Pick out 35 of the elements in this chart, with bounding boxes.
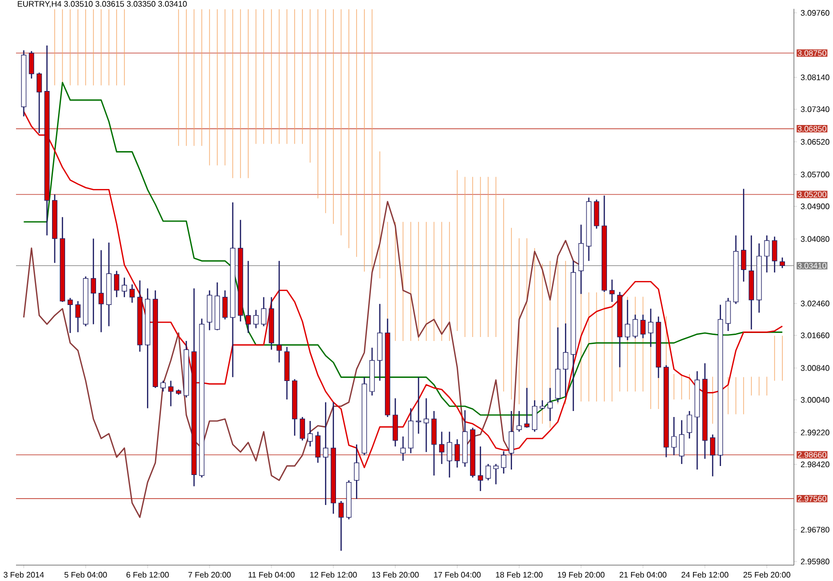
x-tick-label: 25 Feb 20:00 [743, 572, 790, 578]
y-tick-label: 2.98420 [800, 462, 830, 468]
y-tick-label: 2.99220 [800, 430, 830, 436]
x-tick-label: 24 Feb 12:00 [682, 572, 728, 578]
x-tick-label: 5 Feb 04:00 [64, 572, 107, 578]
y-tick-label: 3.04080 [800, 236, 830, 242]
y-tick-label: 3.06520 [800, 139, 830, 145]
y-tick-label: 2.96780 [800, 526, 830, 533]
x-tick-label: 3 Feb 2014 [4, 572, 44, 578]
x-tick-label: 21 Feb 04:00 [620, 572, 666, 578]
x-tick-label: 19 Feb 20:00 [558, 572, 604, 578]
y-tick-label: 3.08140 [800, 74, 830, 80]
y-tick-label: 3.09760 [800, 10, 830, 16]
y-tick-label: 3.00040 [800, 397, 830, 403]
y-tick-label: 3.02460 [800, 300, 830, 306]
ref-line-label: 3.05200 [798, 192, 826, 198]
y-tick-label: 3.04900 [800, 204, 830, 210]
y-tick-label: 3.00840 [800, 365, 830, 371]
y-tick-label: 3.07340 [800, 106, 830, 112]
x-tick-label: 12 Feb 12:00 [310, 572, 357, 578]
x-tick-label: 6 Feb 12:00 [126, 572, 169, 578]
ref-line-label: 2.97560 [798, 496, 826, 502]
y-tick-label: 3.05700 [800, 172, 830, 178]
x-tick-label: 13 Feb 20:00 [372, 572, 419, 578]
x-tick-label: 7 Feb 20:00 [188, 572, 231, 578]
ref-line-label: 3.06850 [798, 126, 826, 132]
x-tick-label: 18 Feb 12:00 [496, 572, 543, 578]
ref-line-label: 3.03410 [798, 262, 826, 269]
x-tick-label: 11 Feb 04:00 [248, 572, 295, 578]
x-tick-label: 17 Feb 04:00 [434, 572, 481, 578]
ref-line-label: 3.08750 [798, 50, 826, 56]
ref-line-label: 2.98660 [798, 452, 826, 458]
chart-title: EURTRY,H4 3.03510 3.03615 3.03350 3.03410 [18, 1, 187, 8]
y-tick-label: 2.95980 [800, 558, 830, 564]
y-tick-label: 3.01660 [800, 332, 830, 338]
